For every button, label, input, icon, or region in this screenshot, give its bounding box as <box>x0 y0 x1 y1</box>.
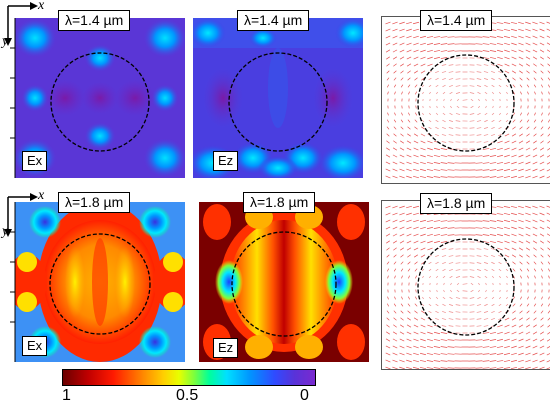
lambda-label-ez-1.4: λ=1.4 µm <box>237 10 310 31</box>
vector-field-1.4 <box>381 16 550 184</box>
component-label-ex-1.4: Ex <box>22 151 48 171</box>
component-label-ex-1.8: Ex <box>22 336 48 356</box>
colorbar-label-mid: 0.5 <box>176 387 199 404</box>
lambda-label-ex-1.8: λ=1.8 µm <box>58 192 131 213</box>
field-map-ex-1.4 <box>15 18 185 178</box>
colorbar-label-max: 1 <box>62 387 71 404</box>
component-label-ez-1.8: Ez <box>213 338 239 358</box>
field-map-ex-1.8 <box>15 202 185 362</box>
axis-x-label-bottom: x <box>38 188 45 203</box>
lambda-label-ex-1.4: λ=1.4 µm <box>58 10 131 31</box>
vector-field-1.8 <box>381 200 550 370</box>
axis-y-label-top: y <box>2 34 9 49</box>
component-label-ez-1.4: Ez <box>213 151 239 171</box>
axis-x-label-top: x <box>38 0 45 13</box>
colorbar-label-min: 0 <box>300 387 309 404</box>
axis-y-label-bottom: y <box>2 224 9 239</box>
lambda-label-vector-1.8: λ=1.8 µm <box>420 193 493 214</box>
particle-outline <box>417 54 515 152</box>
y-ticks-top-left <box>10 18 16 178</box>
field-map-ez-1.8 <box>199 202 369 362</box>
particle-outline <box>417 238 515 336</box>
axes-icon-top <box>0 0 40 48</box>
lambda-label-vector-1.4: λ=1.4 µm <box>420 10 493 31</box>
lambda-label-ez-1.8: λ=1.8 µm <box>243 192 316 213</box>
axes-icon-bottom <box>0 191 40 239</box>
colorbar <box>62 369 316 386</box>
y-ticks-bottom-left <box>10 202 16 362</box>
